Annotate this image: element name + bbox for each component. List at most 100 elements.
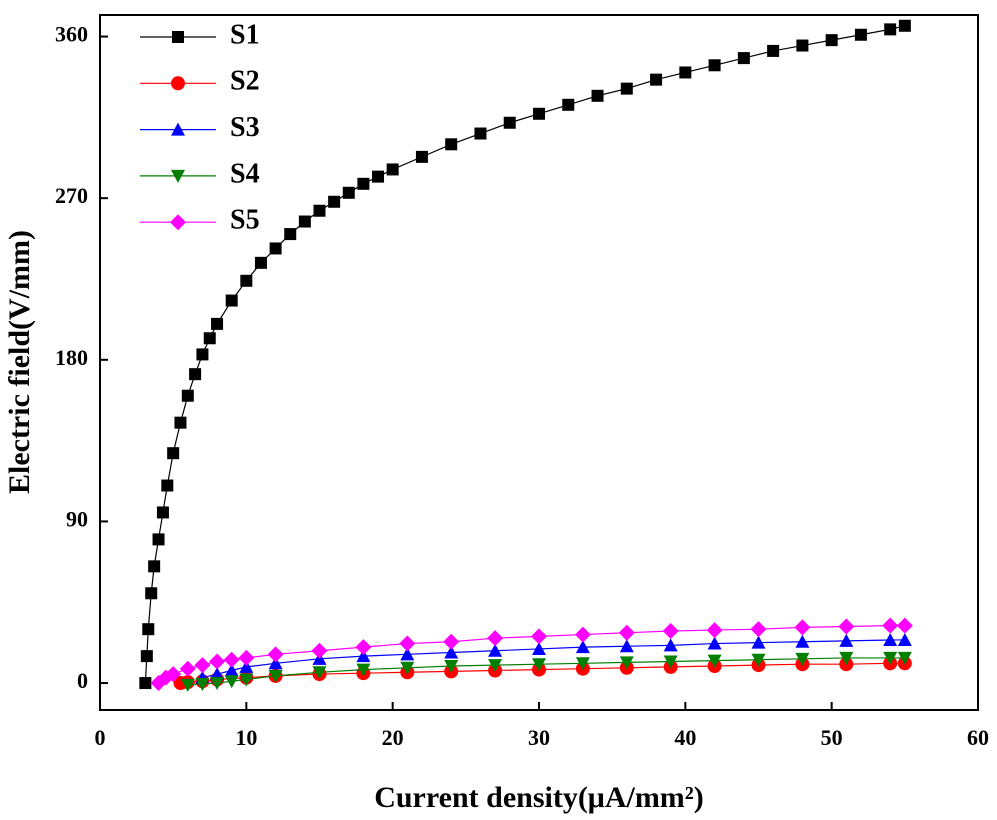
data-point: [488, 659, 503, 673]
data-point: [533, 107, 545, 120]
data-point: [488, 643, 503, 657]
data-point: [313, 204, 326, 217]
data-point: [179, 660, 196, 677]
data-point: [161, 479, 174, 492]
data-point: [795, 634, 810, 648]
data-point: [372, 170, 385, 183]
legend-label: S2: [230, 66, 260, 97]
data-point: [284, 228, 297, 241]
data-point: [400, 661, 415, 675]
x-axis-title: Current density(μA/mm²): [374, 781, 704, 814]
data-point: [268, 669, 283, 683]
data-point: [357, 177, 370, 190]
data-point: [794, 619, 811, 636]
data-point: [194, 657, 211, 674]
data-point: [180, 678, 195, 692]
data-point: [342, 186, 355, 199]
data-point: [140, 650, 153, 663]
data-point: [210, 677, 225, 691]
data-point: [896, 617, 913, 634]
data-point: [767, 44, 780, 57]
data-point: [574, 626, 591, 643]
data-point: [224, 663, 239, 677]
data-point: [152, 533, 165, 546]
data-point: [663, 638, 678, 652]
data-point: [532, 658, 546, 672]
data-point: [618, 624, 635, 641]
x-tick-label: 10: [235, 725, 257, 750]
x-tick-label: 0: [95, 725, 106, 750]
legend-marker: [171, 169, 185, 183]
legend-label: S4: [230, 158, 260, 189]
data-point: [898, 19, 911, 32]
data-point: [311, 642, 328, 659]
x-tick-label: 20: [382, 725, 404, 750]
data-point: [181, 389, 194, 402]
legend-label: S5: [230, 205, 260, 236]
data-point: [142, 623, 155, 636]
data-point: [575, 657, 590, 671]
data-point: [400, 647, 415, 661]
data-point: [795, 652, 810, 666]
data-point: [620, 82, 633, 95]
series-line: [202, 639, 905, 679]
data-point: [882, 617, 899, 634]
data-point: [751, 635, 766, 649]
data-point: [145, 587, 158, 600]
y-tick-label: 270: [55, 183, 88, 208]
data-point: [156, 506, 169, 519]
legend-marker: [171, 122, 185, 136]
data-point: [240, 274, 253, 287]
data-point: [750, 621, 767, 638]
data-point: [238, 649, 255, 666]
data-point: [356, 649, 371, 663]
data-point: [312, 666, 327, 680]
data-point: [751, 653, 766, 667]
data-point: [575, 640, 590, 654]
data-point: [355, 639, 372, 656]
data-point: [706, 622, 723, 639]
data-point: [196, 348, 209, 361]
data-point: [189, 368, 202, 381]
x-tick-label: 30: [528, 725, 550, 750]
data-point: [239, 659, 254, 673]
data-point: [562, 98, 575, 111]
data-point: [650, 73, 663, 86]
legend-marker: [172, 31, 184, 43]
data-point: [225, 294, 238, 307]
data-point: [165, 666, 182, 683]
data-point: [209, 653, 226, 670]
data-point: [268, 656, 283, 670]
data-point: [839, 633, 854, 647]
data-point: [210, 667, 225, 681]
data-point: [737, 52, 750, 65]
data-point: [139, 677, 152, 690]
x-tick-label: 40: [674, 725, 696, 750]
data-point: [444, 645, 459, 659]
data-point: [897, 632, 912, 646]
data-point: [619, 656, 634, 670]
data-point: [679, 66, 692, 79]
data-point: [883, 651, 898, 665]
data-point: [663, 655, 678, 669]
data-point: [167, 447, 180, 460]
data-point: [796, 39, 809, 52]
data-point: [298, 215, 311, 228]
legend-marker: [171, 76, 185, 91]
data-point: [399, 635, 416, 652]
data-point: [211, 317, 224, 330]
data-point: [328, 195, 341, 208]
data-point: [356, 663, 371, 677]
data-point: [854, 28, 867, 41]
data-point: [884, 23, 897, 36]
data-point: [708, 59, 721, 72]
y-tick-label: 90: [66, 506, 88, 531]
data-point: [619, 639, 634, 653]
data-point: [254, 256, 267, 269]
data-point: [825, 34, 838, 47]
data-point: [267, 646, 284, 663]
data-point: [532, 641, 546, 655]
legend-marker: [170, 214, 186, 231]
data-point: [838, 618, 855, 635]
